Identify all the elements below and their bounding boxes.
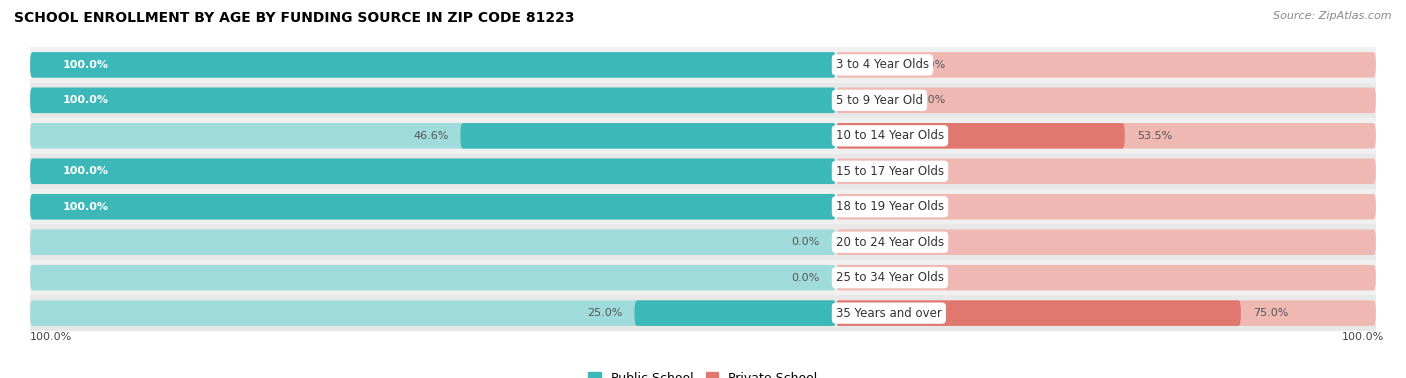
Text: 53.5%: 53.5% [1137, 131, 1173, 141]
FancyBboxPatch shape [837, 123, 1125, 149]
Text: 46.6%: 46.6% [413, 131, 449, 141]
Text: 100.0%: 100.0% [1341, 332, 1384, 342]
Text: 25.0%: 25.0% [588, 308, 623, 318]
Text: 0.0%: 0.0% [917, 202, 945, 212]
FancyBboxPatch shape [837, 194, 1376, 220]
Text: 100.0%: 100.0% [62, 95, 108, 105]
FancyBboxPatch shape [837, 301, 1376, 326]
Text: 0.0%: 0.0% [917, 273, 945, 283]
Text: 10 to 14 Year Olds: 10 to 14 Year Olds [837, 129, 943, 142]
Bar [30, 295, 1376, 331]
FancyBboxPatch shape [30, 194, 837, 220]
FancyBboxPatch shape [837, 88, 1376, 113]
Text: 0.0%: 0.0% [792, 273, 820, 283]
FancyBboxPatch shape [837, 52, 1376, 77]
Bar [30, 153, 1376, 189]
FancyBboxPatch shape [30, 194, 837, 220]
Bar [30, 83, 1376, 118]
Text: 100.0%: 100.0% [62, 166, 108, 176]
FancyBboxPatch shape [30, 52, 837, 77]
FancyBboxPatch shape [837, 158, 1376, 184]
Bar [30, 260, 1376, 295]
Text: Source: ZipAtlas.com: Source: ZipAtlas.com [1274, 11, 1392, 21]
Text: 100.0%: 100.0% [62, 202, 108, 212]
Bar [30, 118, 1376, 153]
FancyBboxPatch shape [837, 301, 1241, 326]
FancyBboxPatch shape [460, 123, 837, 149]
Bar [30, 225, 1376, 260]
FancyBboxPatch shape [30, 158, 837, 184]
FancyBboxPatch shape [837, 229, 1376, 255]
Text: 20 to 24 Year Olds: 20 to 24 Year Olds [837, 236, 943, 249]
Text: 5 to 9 Year Old: 5 to 9 Year Old [837, 94, 922, 107]
Text: 100.0%: 100.0% [30, 332, 73, 342]
Text: 35 Years and over: 35 Years and over [837, 307, 942, 320]
Text: 0.0%: 0.0% [917, 166, 945, 176]
Text: 25 to 34 Year Olds: 25 to 34 Year Olds [837, 271, 943, 284]
Bar [30, 189, 1376, 225]
Text: 100.0%: 100.0% [62, 60, 108, 70]
FancyBboxPatch shape [30, 88, 837, 113]
Text: 0.0%: 0.0% [917, 237, 945, 247]
FancyBboxPatch shape [30, 88, 837, 113]
Text: 0.0%: 0.0% [917, 60, 945, 70]
FancyBboxPatch shape [30, 301, 837, 326]
FancyBboxPatch shape [30, 265, 837, 290]
FancyBboxPatch shape [30, 158, 837, 184]
Text: 75.0%: 75.0% [1253, 308, 1288, 318]
Text: 0.0%: 0.0% [792, 237, 820, 247]
Text: SCHOOL ENROLLMENT BY AGE BY FUNDING SOURCE IN ZIP CODE 81223: SCHOOL ENROLLMENT BY AGE BY FUNDING SOUR… [14, 11, 575, 25]
Text: 15 to 17 Year Olds: 15 to 17 Year Olds [837, 165, 943, 178]
Legend: Public School, Private School: Public School, Private School [583, 367, 823, 378]
FancyBboxPatch shape [634, 301, 837, 326]
Bar [30, 47, 1376, 83]
FancyBboxPatch shape [30, 229, 837, 255]
FancyBboxPatch shape [30, 52, 837, 77]
FancyBboxPatch shape [837, 123, 1376, 149]
FancyBboxPatch shape [30, 123, 837, 149]
FancyBboxPatch shape [837, 265, 1376, 290]
Text: 3 to 4 Year Olds: 3 to 4 Year Olds [837, 58, 929, 71]
Text: 0.0%: 0.0% [917, 95, 945, 105]
Text: 18 to 19 Year Olds: 18 to 19 Year Olds [837, 200, 943, 213]
